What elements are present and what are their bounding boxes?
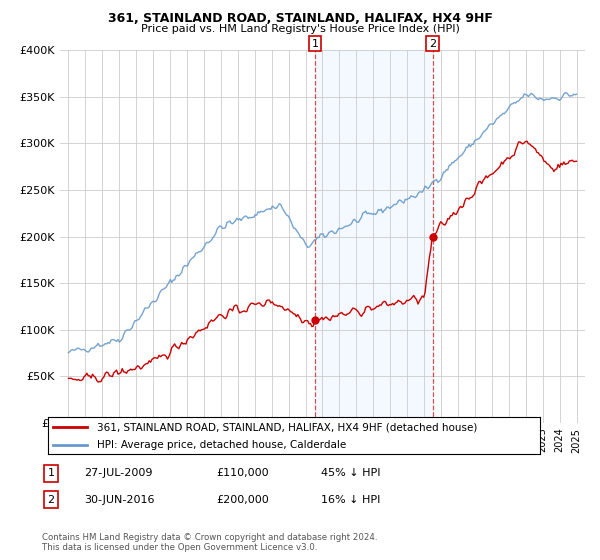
Text: 16% ↓ HPI: 16% ↓ HPI [321,494,380,505]
Text: 1: 1 [47,468,55,478]
Text: 45% ↓ HPI: 45% ↓ HPI [321,468,380,478]
Text: 361, STAINLAND ROAD, STAINLAND, HALIFAX, HX4 9HF: 361, STAINLAND ROAD, STAINLAND, HALIFAX,… [107,12,493,25]
Text: Contains HM Land Registry data © Crown copyright and database right 2024.: Contains HM Land Registry data © Crown c… [42,533,377,542]
Text: 27-JUL-2009: 27-JUL-2009 [84,468,152,478]
Text: 2: 2 [47,494,55,505]
Text: This data is licensed under the Open Government Licence v3.0.: This data is licensed under the Open Gov… [42,543,317,552]
Bar [315,50,433,423]
Text: HPI: Average price, detached house, Calderdale: HPI: Average price, detached house, Cald… [97,440,346,450]
Text: 30-JUN-2016: 30-JUN-2016 [84,494,155,505]
Text: £110,000: £110,000 [216,468,269,478]
Text: Price paid vs. HM Land Registry's House Price Index (HPI): Price paid vs. HM Land Registry's House … [140,24,460,34]
Text: 1: 1 [312,39,319,49]
Text: £200,000: £200,000 [216,494,269,505]
Text: 2: 2 [429,39,436,49]
Text: 361, STAINLAND ROAD, STAINLAND, HALIFAX, HX4 9HF (detached house): 361, STAINLAND ROAD, STAINLAND, HALIFAX,… [97,422,478,432]
